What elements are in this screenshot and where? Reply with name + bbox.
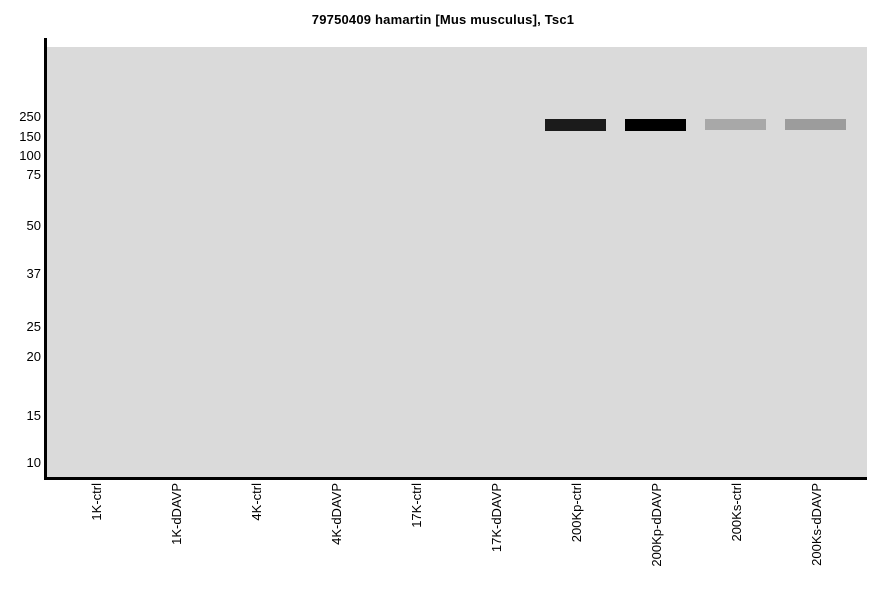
plot-area [47, 47, 867, 477]
lane-label-4K-ctrl: 4K-ctrl [249, 483, 264, 521]
band-200Ks-ctrl [705, 119, 766, 130]
y-tick-label-50: 50 [26, 218, 41, 233]
y-tick-label-10: 10 [26, 455, 41, 470]
lane-label-200Ks-ctrl: 200Ks-ctrl [729, 483, 744, 542]
lane-label-200Ks-dDAVP: 200Ks-dDAVP [809, 483, 824, 566]
y-tick-label-150: 150 [19, 129, 41, 144]
y-tick-label-37: 37 [26, 266, 41, 281]
y-tick-label-20: 20 [26, 349, 41, 364]
y-tick-label-100: 100 [19, 148, 41, 163]
y-tick-label-15: 15 [26, 408, 41, 423]
band-200Kp-dDAVP [625, 119, 686, 131]
lane-label-200Kp-dDAVP: 200Kp-dDAVP [649, 483, 664, 567]
band-200Kp-ctrl [545, 119, 606, 131]
y-axis-line [44, 38, 47, 480]
lane-label-1K-ctrl: 1K-ctrl [89, 483, 104, 521]
y-tick-label-75: 75 [26, 167, 41, 182]
band-200Ks-dDAVP [785, 119, 846, 130]
lane-label-4K-dDAVP: 4K-dDAVP [329, 483, 344, 545]
x-axis-line [44, 477, 867, 480]
y-tick-label-250: 250 [19, 109, 41, 124]
lane-label-17K-ctrl: 17K-ctrl [409, 483, 424, 528]
lane-label-1K-dDAVP: 1K-dDAVP [169, 483, 184, 545]
y-tick-label-25: 25 [26, 319, 41, 334]
lane-label-200Kp-ctrl: 200Kp-ctrl [569, 483, 584, 543]
chart-title: 79750409 hamartin [Mus musculus], Tsc1 [311, 12, 575, 27]
lane-label-17K-dDAVP: 17K-dDAVP [489, 483, 504, 553]
